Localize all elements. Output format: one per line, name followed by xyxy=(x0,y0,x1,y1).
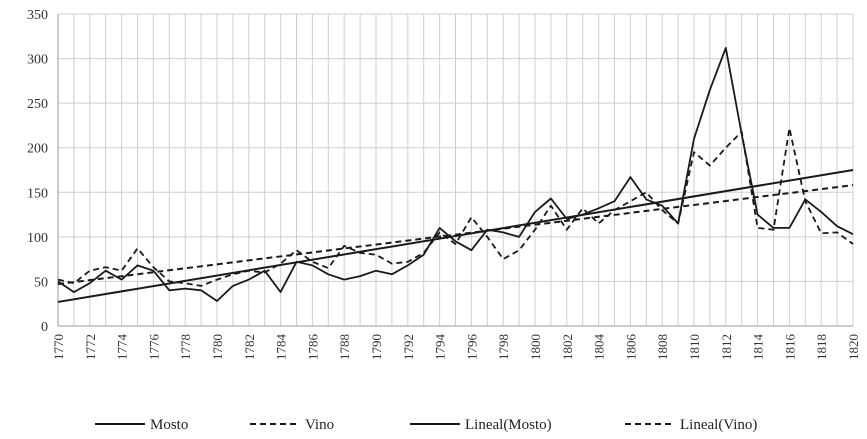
x-tick-label: 1816 xyxy=(782,334,797,361)
x-tick-label: 1794 xyxy=(433,334,448,361)
y-tick-label: 250 xyxy=(27,97,48,112)
legend-label: Mosto xyxy=(150,417,188,433)
axes: 0 50 100 150 200 250 300 350 1770 1772 1774 1776 177… xyxy=(27,8,861,360)
x-tick-label: 1776 xyxy=(146,334,161,361)
x-tick-label: 1790 xyxy=(369,334,384,360)
y-tick-label: 300 xyxy=(27,53,48,68)
series-line-lineal-mosto xyxy=(57,169,854,303)
x-tick-label: 1814 xyxy=(751,334,766,361)
series-lines xyxy=(57,47,854,303)
series-line-lineal-vino xyxy=(57,184,854,286)
x-tick-label: 1812 xyxy=(719,334,734,360)
x-tick-label: 1786 xyxy=(305,334,320,361)
y-tick-label: 350 xyxy=(27,8,48,23)
y-tick-label: 150 xyxy=(27,186,48,201)
y-tick-label: 100 xyxy=(27,231,48,246)
x-tick-label: 1772 xyxy=(83,334,98,360)
x-tick-label: 1802 xyxy=(560,334,575,360)
x-tick-label: 1788 xyxy=(337,334,352,360)
x-tick-label: 1804 xyxy=(592,334,607,361)
grid xyxy=(57,13,854,326)
x-tick-label: 1770 xyxy=(51,334,66,360)
x-tick-label: 1792 xyxy=(401,334,416,360)
series-line-vino xyxy=(57,127,854,287)
legend: Mosto Vino Lineal(Mosto) Lineal(Vino) xyxy=(95,417,757,433)
y-tick-label: 0 xyxy=(41,320,48,335)
x-tick-label: 1784 xyxy=(274,334,289,361)
y-tick-label: 200 xyxy=(27,142,48,157)
x-tick-label: 1798 xyxy=(496,334,511,360)
x-tick-label: 1806 xyxy=(623,334,638,361)
x-tick-label: 1782 xyxy=(242,334,257,360)
legend-label: Lineal(Mosto) xyxy=(465,417,552,433)
x-tick-label: 1820 xyxy=(846,334,861,360)
x-tick-label: 1800 xyxy=(528,334,543,360)
x-tick-label: 1818 xyxy=(814,334,829,360)
x-tick-label: 1796 xyxy=(464,334,479,361)
x-tick-label: 1808 xyxy=(655,334,670,360)
x-tick-label: 1774 xyxy=(115,334,130,361)
x-tick-label: 1810 xyxy=(687,334,702,360)
x-tick-label: 1780 xyxy=(210,334,225,360)
series-line-mosto xyxy=(57,47,854,302)
y-tick-label: 50 xyxy=(34,275,48,290)
legend-label: Lineal(Vino) xyxy=(680,417,757,433)
x-tick-label: 1778 xyxy=(178,334,193,360)
legend-label: Vino xyxy=(305,417,334,433)
